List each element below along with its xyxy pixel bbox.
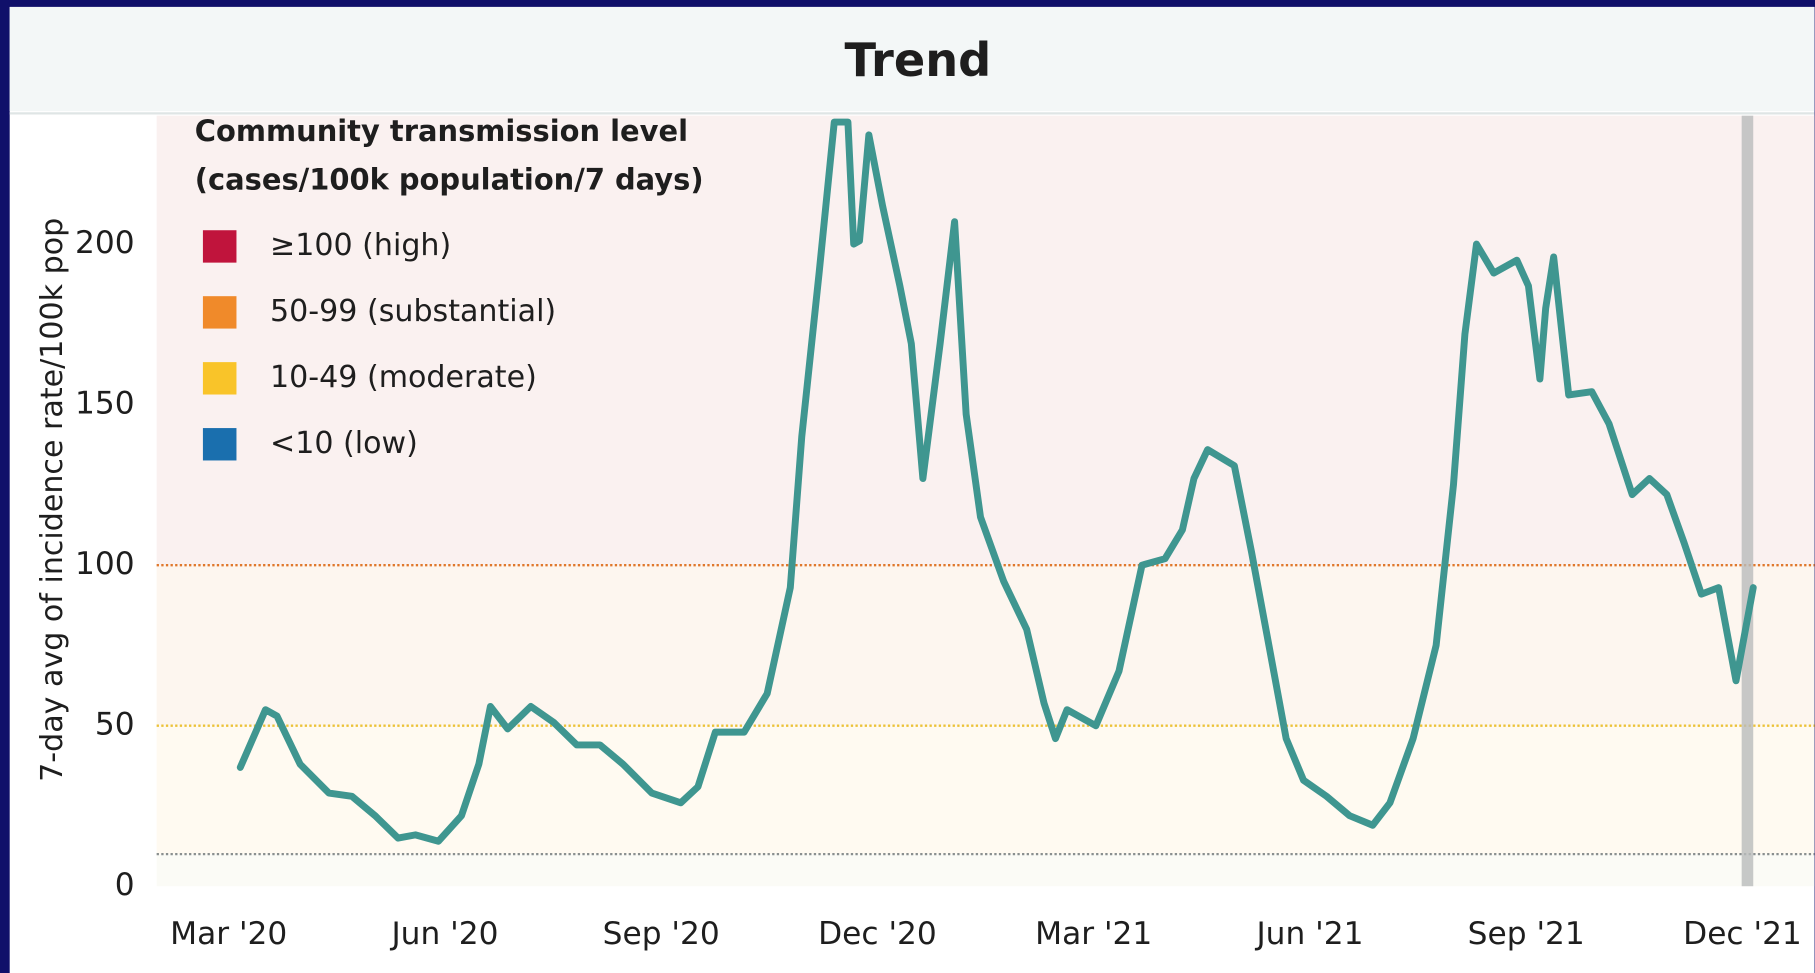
x-tick-label: Mar '20	[170, 916, 287, 952]
y-tick-label: 200	[75, 225, 135, 261]
x-tick-label: Sep '20	[603, 916, 720, 952]
legend-title: (cases/100k population/7 days)	[195, 163, 704, 197]
x-tick-label: Mar '21	[1035, 916, 1152, 952]
y-tick-label: 150	[75, 386, 135, 422]
legend-swatch	[202, 428, 237, 461]
y-tick-label: 0	[115, 867, 135, 903]
x-tick-label: Dec '21	[1683, 916, 1802, 952]
title-bar	[9, 6, 1815, 112]
current-date-marker	[1741, 115, 1754, 887]
y-tick-label: 50	[95, 707, 135, 743]
x-tick-label: Sep '21	[1468, 916, 1585, 952]
x-tick-label: Dec '20	[818, 916, 937, 952]
legend-label: <10 (low)	[270, 426, 418, 461]
x-tick-label: Jun '20	[389, 916, 498, 952]
level-band	[156, 854, 1815, 887]
legend-swatch	[202, 296, 237, 329]
legend-title: Community transmission level	[195, 114, 688, 148]
x-tick-label: Jun '21	[1254, 916, 1363, 952]
y-axis-label: 7-day avg of incidence rate/100k pop	[35, 218, 70, 782]
level-band	[156, 725, 1815, 855]
trend-line	[236, 118, 1757, 845]
plot-area	[156, 115, 1815, 887]
legend-swatch	[202, 362, 237, 395]
legend: ≥100 (high) 50-99 (substantial) 10-49 (mod…	[202, 228, 556, 461]
legend-label: 50-99 (substantial)	[270, 294, 556, 329]
level-band	[156, 565, 1815, 726]
y-tick-label: 100	[75, 546, 135, 582]
chart-title: Trend	[845, 33, 992, 87]
legend-label: ≥100 (high)	[270, 228, 451, 263]
legend-swatch	[202, 230, 237, 263]
legend-label: 10-49 (moderate)	[270, 360, 537, 395]
